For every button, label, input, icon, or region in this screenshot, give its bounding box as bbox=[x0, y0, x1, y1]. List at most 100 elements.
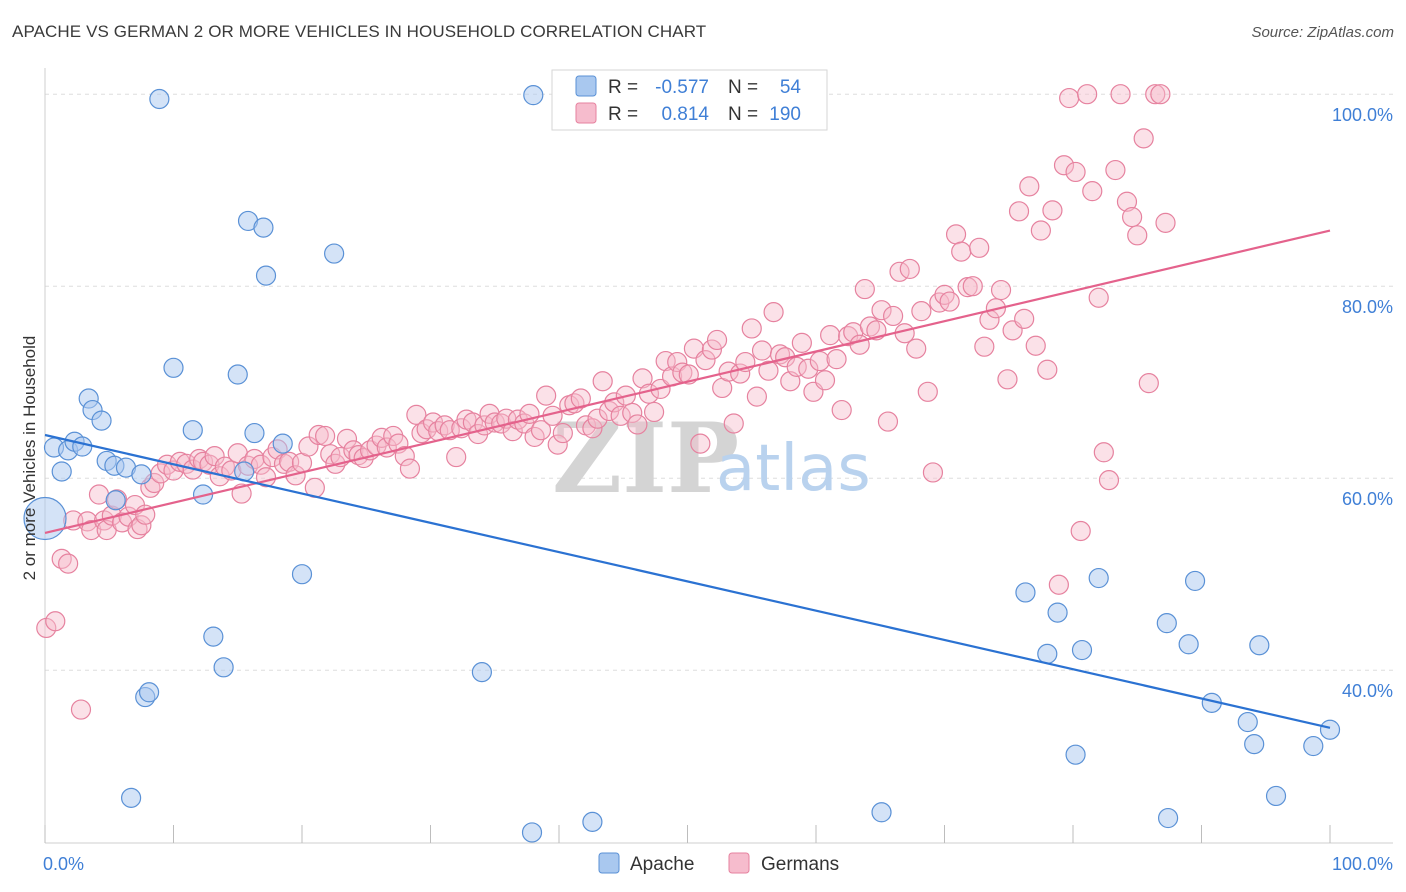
german-point-88 bbox=[536, 385, 557, 406]
apache-point-32 bbox=[471, 662, 492, 683]
apache-point-23 bbox=[227, 364, 248, 385]
legend-n-value-german: 190 bbox=[769, 104, 801, 125]
german-point-103 bbox=[622, 402, 643, 424]
apache-point-43 bbox=[1156, 613, 1177, 634]
x-tick-labels: 0.0% 100.0% bbox=[43, 854, 1393, 874]
apache-point-38 bbox=[1037, 643, 1058, 664]
apache-point-17 bbox=[149, 88, 170, 110]
x-tick-label-0: 0.0% bbox=[43, 854, 84, 874]
apache-point-33 bbox=[521, 822, 543, 843]
german-point-189 bbox=[1110, 84, 1131, 105]
correlation-legend: R = -0.577 N = 54 R = 0.814 N = 190 bbox=[551, 69, 828, 131]
german-point-87 bbox=[530, 420, 552, 441]
german-point-172 bbox=[1014, 308, 1035, 329]
apache-point-18 bbox=[163, 357, 184, 378]
german-point-143 bbox=[849, 334, 870, 355]
german-point-134 bbox=[798, 358, 819, 379]
german-point-115 bbox=[690, 433, 711, 454]
german-point-149 bbox=[882, 305, 904, 327]
german-point-63 bbox=[394, 446, 415, 467]
german-point-152 bbox=[899, 258, 920, 280]
german-point-96 bbox=[582, 418, 603, 439]
legend-r-label-apache: R = bbox=[608, 77, 638, 98]
german-point-101 bbox=[610, 405, 631, 426]
y-tick-label-0: 40.0% bbox=[1342, 681, 1393, 701]
apache-point-2 bbox=[51, 461, 72, 482]
legend-n-label-german: N = bbox=[728, 104, 758, 125]
german-point-144 bbox=[854, 278, 875, 300]
german-point-90 bbox=[547, 434, 568, 455]
apache-point-34 bbox=[523, 85, 544, 106]
german-point-27 bbox=[189, 448, 210, 470]
german-point-30 bbox=[204, 446, 225, 467]
german-point-179 bbox=[1053, 155, 1075, 176]
german-point-98 bbox=[592, 371, 613, 392]
german-point-117 bbox=[701, 339, 723, 360]
german-point-91 bbox=[552, 422, 573, 444]
german-point-46 bbox=[298, 436, 319, 457]
apache-point-19 bbox=[182, 420, 203, 441]
german-point-64 bbox=[399, 458, 421, 479]
german-point-178 bbox=[1048, 574, 1069, 595]
german-trend-line bbox=[44, 229, 1331, 534]
german-point-3 bbox=[58, 553, 79, 574]
german-point-160 bbox=[945, 224, 967, 245]
german-point-182 bbox=[1070, 520, 1091, 542]
axes bbox=[44, 68, 1393, 844]
german-point-196 bbox=[1150, 84, 1171, 105]
watermark-atlas: atlas bbox=[716, 432, 871, 506]
german-point-126 bbox=[751, 340, 773, 361]
source-label: Source: ZipAtlas.com bbox=[1251, 24, 1394, 41]
german-point-124 bbox=[741, 318, 762, 339]
german-point-155 bbox=[917, 381, 938, 402]
apache-trend-line bbox=[44, 433, 1331, 729]
german-point-174 bbox=[1025, 335, 1046, 356]
apache-point-48 bbox=[1237, 711, 1258, 733]
chart-title: APACHE VS GERMAN 2 OR MORE VEHICLES IN H… bbox=[12, 22, 707, 41]
german-point-190 bbox=[1116, 191, 1138, 212]
legend-r-value-apache: -0.577 bbox=[655, 77, 709, 98]
german-point-145 bbox=[859, 316, 881, 337]
legend-swatch-apache bbox=[575, 75, 597, 97]
german-point-168 bbox=[990, 279, 1012, 301]
apache-point-30 bbox=[291, 564, 313, 585]
german-point-147 bbox=[871, 300, 892, 321]
apache-points bbox=[23, 85, 1341, 843]
legend-r-value-german: 0.814 bbox=[661, 104, 709, 125]
apache-point-35 bbox=[582, 811, 603, 832]
legend-n-label-apache: N = bbox=[728, 77, 758, 98]
german-point-97 bbox=[587, 408, 608, 429]
apache-point-44 bbox=[1157, 807, 1179, 829]
series-legend-swatch-german bbox=[728, 852, 750, 874]
apache-point-53 bbox=[1319, 719, 1341, 740]
german-point-72 bbox=[446, 446, 467, 468]
german-point-82 bbox=[502, 421, 523, 442]
german-point-186 bbox=[1093, 442, 1114, 463]
german-point-161 bbox=[951, 241, 972, 262]
german-point-194 bbox=[1138, 373, 1159, 394]
apache-point-51 bbox=[1265, 785, 1287, 807]
series-legend-swatch-apache bbox=[598, 852, 620, 874]
german-point-153 bbox=[906, 338, 927, 359]
apache-point-36 bbox=[871, 802, 892, 823]
x-tick-label-1: 100.0% bbox=[1332, 854, 1393, 874]
y-tick-label-1: 60.0% bbox=[1342, 489, 1393, 509]
y-tick-labels: 40.0% 60.0% 80.0% 100.0% bbox=[1332, 105, 1393, 701]
german-point-195 bbox=[1145, 84, 1166, 105]
apache-point-39 bbox=[1047, 602, 1068, 623]
apache-point-13 bbox=[120, 787, 142, 808]
apache-point-5 bbox=[72, 436, 93, 457]
german-point-118 bbox=[706, 329, 728, 351]
german-point-116 bbox=[695, 350, 716, 371]
german-point-17 bbox=[131, 515, 152, 536]
german-point-107 bbox=[643, 401, 665, 423]
german-point-183 bbox=[1077, 84, 1098, 105]
german-point-139 bbox=[826, 349, 847, 370]
apache-point-46 bbox=[1184, 570, 1206, 592]
legend-box bbox=[551, 69, 828, 131]
german-point-156 bbox=[922, 462, 944, 483]
german-point-191 bbox=[1122, 206, 1143, 228]
german-point-171 bbox=[1008, 201, 1030, 222]
german-point-192 bbox=[1127, 225, 1148, 246]
